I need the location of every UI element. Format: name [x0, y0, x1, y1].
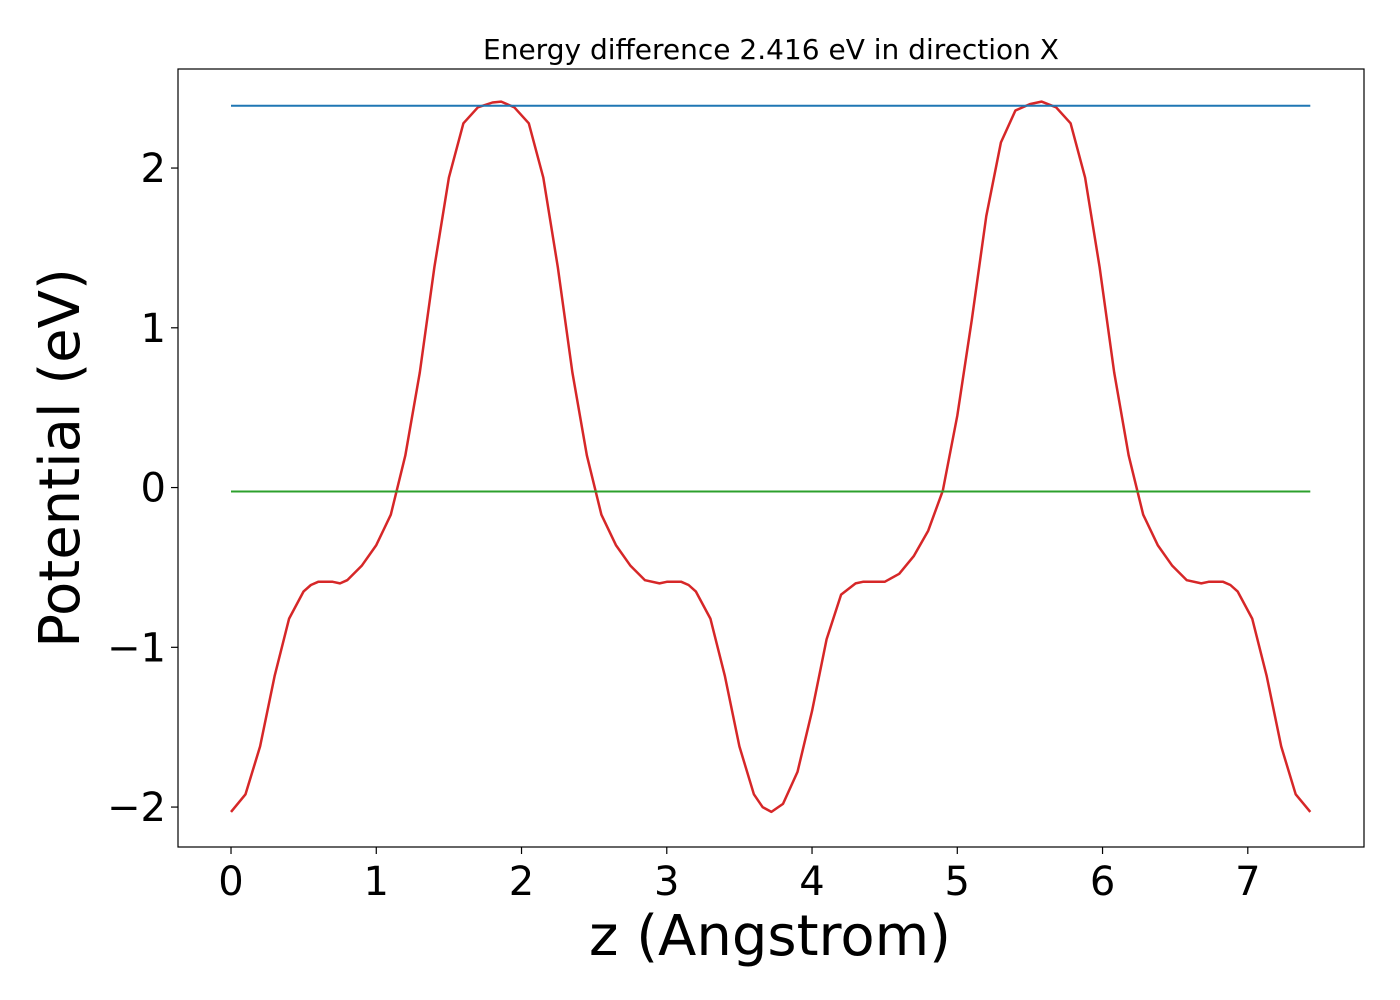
x-tick-label: 3 — [654, 859, 679, 905]
x-tick-label: 0 — [218, 859, 243, 905]
x-axis-ticks: 0 1 2 3 4 5 6 7 — [218, 847, 1261, 905]
y-tick-label: 1 — [141, 306, 166, 352]
x-tick-label: 4 — [799, 859, 824, 905]
x-tick-label: 1 — [364, 859, 389, 905]
y-axis-label: Potential (eV) — [28, 268, 93, 648]
x-tick-label: 2 — [509, 859, 534, 905]
y-tick-label: −1 — [107, 625, 166, 671]
chart-title: Energy difference 2.416 eV in direction … — [483, 33, 1059, 66]
y-tick-label: −2 — [107, 785, 166, 831]
x-tick-label: 6 — [1090, 859, 1115, 905]
x-tick-label: 5 — [945, 859, 970, 905]
y-tick-label: 2 — [141, 146, 166, 192]
x-axis-label: z (Angstrom) — [589, 904, 951, 969]
y-axis-ticks: −2 −1 0 1 2 — [107, 146, 178, 831]
series-layer — [230, 100, 1312, 814]
plot-frame — [177, 68, 1365, 848]
x-tick-label: 7 — [1235, 859, 1260, 905]
series-line-0 — [230, 100, 1312, 814]
y-tick-label: 0 — [141, 466, 166, 512]
